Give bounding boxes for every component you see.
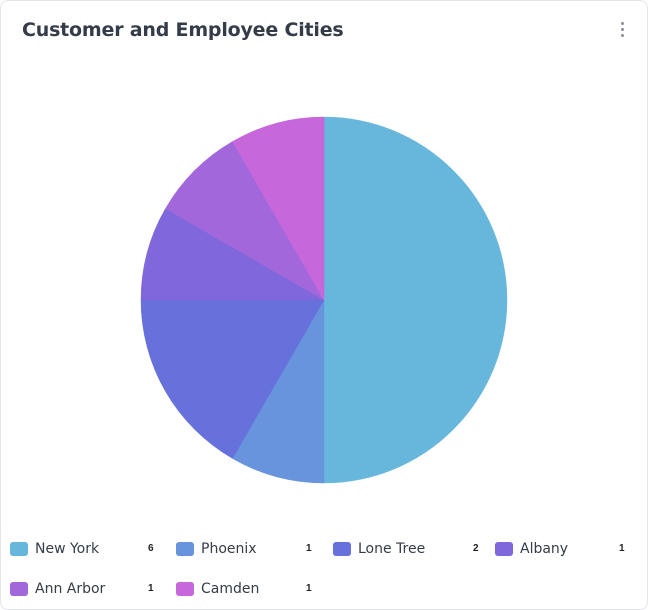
pie-slice-new-york[interactable] — [323, 116, 508, 484]
pie-slice-albany[interactable] — [140, 208, 325, 301]
legend-swatch — [176, 582, 194, 596]
legend-value: 1 — [306, 543, 312, 554]
legend-swatch — [176, 542, 194, 556]
legend-value: 1 — [148, 583, 154, 594]
more-vertical-icon[interactable] — [613, 19, 633, 41]
legend-item-camden[interactable]: Camden 1 — [176, 581, 318, 601]
legend-swatch — [333, 542, 351, 556]
legend-label: New York — [35, 541, 100, 557]
pie-slice-camden[interactable] — [232, 116, 325, 301]
legend-value: 6 — [148, 543, 154, 554]
legend-item-lone-tree[interactable]: Lone Tree 2 — [333, 541, 485, 561]
legend-item-phoenix[interactable]: Phoenix 1 — [176, 541, 318, 561]
card-title: Customer and Employee Cities — [22, 19, 344, 41]
legend-value: 1 — [306, 583, 312, 594]
legend-value: 2 — [473, 543, 479, 554]
legend-item-albany[interactable]: Albany 1 — [495, 541, 631, 561]
pie-slice-lone-tree[interactable] — [140, 299, 325, 459]
pie-slice-ann-arbor[interactable] — [165, 141, 325, 301]
legend-value: 1 — [619, 543, 625, 554]
legend-item-ann-arbor[interactable]: Ann Arbor 1 — [10, 581, 160, 601]
legend-swatch — [10, 542, 28, 556]
pie-slice-phoenix[interactable] — [232, 299, 325, 484]
legend-swatch — [495, 542, 513, 556]
legend-label: Phoenix — [201, 541, 257, 557]
legend-swatch — [10, 582, 28, 596]
legend-label: Ann Arbor — [35, 581, 106, 597]
legend-label: Camden — [201, 581, 260, 597]
legend-item-new-york[interactable]: New York 6 — [10, 541, 160, 561]
legend-label: Lone Tree — [358, 541, 426, 557]
legend-label: Albany — [520, 541, 569, 557]
